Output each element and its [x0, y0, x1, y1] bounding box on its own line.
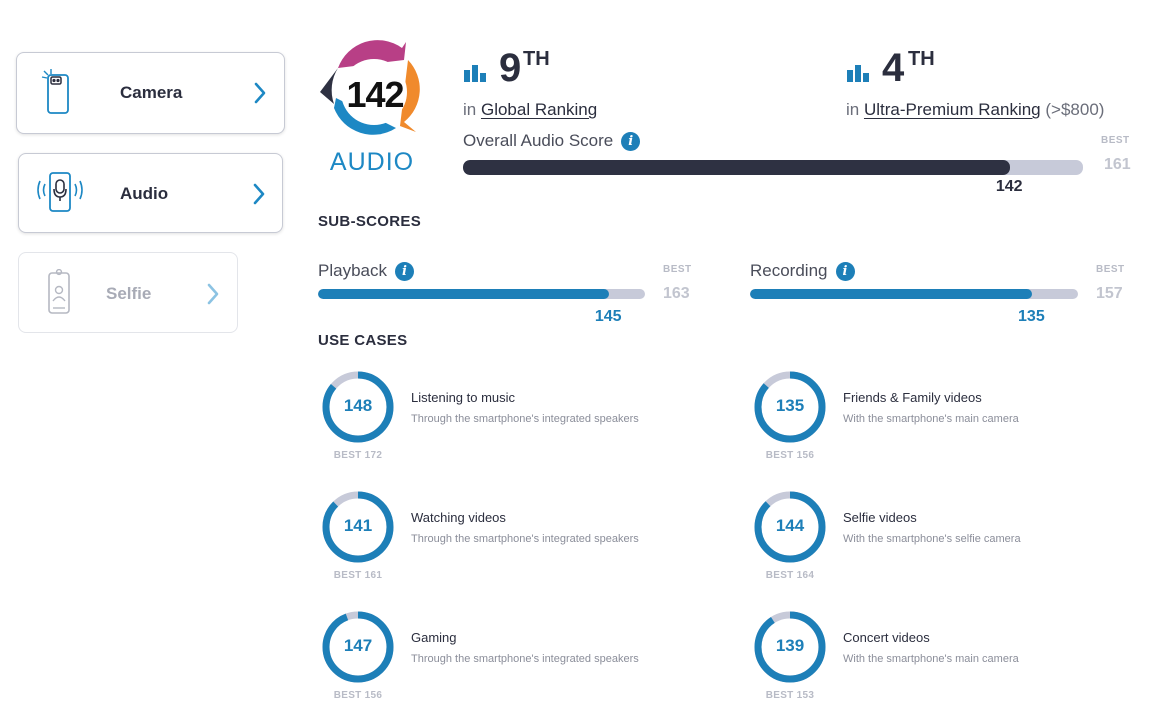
global-ranking: 9 TH in Global Ranking — [463, 46, 763, 126]
playback-label: Playback i — [318, 261, 414, 281]
use-case-subtitle: Through the smartphone's integrated spea… — [411, 413, 639, 425]
use-case-item: 139 BEST 153 Concert videos With the smartp… — [753, 610, 1133, 710]
chevron-right-icon — [253, 82, 267, 109]
use-case-score: 147 — [343, 636, 373, 655]
overall-score-value: 142 — [995, 178, 1023, 195]
use-case-title: Selfie videos — [843, 510, 917, 525]
playback-best-label: BEST — [663, 264, 692, 275]
score-ring — [754, 491, 826, 563]
use-case-item: 141 BEST 161 Watching videos Through the sm… — [321, 490, 701, 590]
use-case-title: Gaming — [411, 630, 457, 645]
segment-rank-line: in Ultra-Premium Ranking (>$800) — [846, 100, 1104, 120]
use-case-score: 139 — [775, 636, 805, 655]
segment-rank-suffix: TH — [908, 48, 935, 70]
use-case-title: Concert videos — [843, 630, 930, 645]
score-ring — [754, 611, 826, 683]
score-ring-fill — [754, 611, 826, 683]
use-case-title: Friends & Family videos — [843, 390, 982, 405]
use-case-item: 144 BEST 164 Selfie videos With the smartph… — [753, 490, 1133, 590]
info-icon[interactable]: i — [394, 261, 414, 281]
use-case-score: 141 — [343, 516, 373, 535]
use-case-best: BEST 156 — [333, 690, 383, 701]
score-ring — [322, 491, 394, 563]
score-ring — [754, 371, 826, 443]
phone-camera-icon — [41, 69, 85, 122]
recording-score-value: 135 — [1018, 308, 1045, 325]
recording-score-bar — [750, 289, 1078, 299]
overall-best-value: 161 — [1104, 156, 1131, 173]
subscores-title: SUB-SCORES — [318, 213, 422, 230]
overall-score-label: Overall Audio Score i — [463, 131, 641, 151]
use-case-item: 147 BEST 156 Gaming Through the smartphone'… — [321, 610, 701, 710]
use-case-title: Listening to music — [411, 390, 516, 405]
use-cases-title: USE CASES — [318, 332, 408, 349]
bar-chart-icon — [846, 62, 872, 87]
tab-camera[interactable]: Camera — [16, 52, 285, 134]
use-case-subtitle: With the smartphone's main camera — [843, 653, 1019, 665]
phone-selfie-icon — [45, 268, 75, 322]
price-range-note: (>$800) — [1045, 100, 1105, 119]
playback-best-value: 163 — [663, 285, 690, 302]
use-case-best: BEST 161 — [333, 570, 383, 581]
chevron-right-icon — [252, 183, 266, 210]
overall-best-label: BEST — [1101, 135, 1130, 146]
audio-badge-logo — [320, 40, 420, 135]
rank-prefix: in — [463, 100, 477, 119]
global-rank-suffix: TH — [523, 48, 550, 70]
recording-best-label: BEST — [1096, 264, 1125, 275]
playback-score-fill — [318, 289, 609, 299]
score-ring-fill — [754, 371, 826, 443]
global-ranking-link[interactable]: Global Ranking — [480, 100, 598, 119]
chevron-right-icon — [206, 283, 220, 310]
recording-score-fill — [750, 289, 1033, 299]
tab-selfie[interactable]: Selfie — [18, 252, 238, 333]
use-case-score: 135 — [775, 396, 805, 415]
ultra-premium-ranking-link[interactable]: Ultra-Premium Ranking — [863, 100, 1041, 119]
use-case-item: 135 BEST 156 Friends & Family videos With t… — [753, 370, 1133, 470]
segment-ranking: 4 TH in Ultra-Premium Ranking (>$800) — [846, 46, 1146, 126]
global-rank-number: 9 — [499, 46, 522, 90]
score-ring-fill — [754, 491, 826, 563]
score-ring-fill — [322, 611, 394, 683]
badge-score: 142 — [346, 74, 404, 115]
use-case-item: 148 BEST 172 Listening to music Through the… — [321, 370, 701, 470]
info-icon[interactable]: i — [835, 261, 855, 281]
overall-score-text: Overall Audio Score — [463, 131, 614, 150]
tab-audio-label: Audio — [120, 184, 169, 203]
use-case-subtitle: Through the smartphone's integrated spea… — [411, 653, 639, 665]
use-case-score: 144 — [775, 516, 805, 535]
score-ring-fill — [322, 371, 394, 443]
global-rank-line: in Global Ranking — [463, 100, 597, 120]
use-case-best: BEST 164 — [765, 570, 815, 581]
use-case-score: 148 — [343, 396, 373, 415]
overall-score-fill — [463, 160, 1010, 175]
overall-score-bar — [463, 160, 1083, 175]
tab-camera-label: Camera — [120, 83, 183, 102]
recording-best-value: 157 — [1096, 285, 1123, 302]
score-ring-fill — [322, 491, 394, 563]
score-ring — [322, 611, 394, 683]
tab-selfie-label: Selfie — [106, 284, 152, 303]
badge-category-label: AUDIO — [329, 148, 415, 176]
segment-rank-number: 4 — [882, 46, 905, 90]
bar-chart-icon — [463, 62, 489, 87]
use-case-subtitle: Through the smartphone's integrated spea… — [411, 533, 639, 545]
use-case-best: BEST 172 — [333, 450, 383, 461]
recording-label: Recording i — [750, 261, 855, 281]
tab-audio[interactable]: Audio — [18, 153, 283, 233]
audio-score-badge: 142 — [316, 40, 428, 140]
phone-microphone-icon — [35, 170, 85, 219]
playback-score-value: 145 — [594, 308, 622, 325]
use-case-title: Watching videos — [411, 510, 506, 525]
use-case-best: BEST 153 — [765, 690, 815, 701]
score-ring — [322, 371, 394, 443]
use-case-best: BEST 156 — [765, 450, 815, 461]
use-case-subtitle: With the smartphone's selfie camera — [843, 533, 1021, 545]
playback-score-bar — [318, 289, 645, 299]
playback-label-text: Playback — [318, 261, 387, 280]
rank-prefix: in — [846, 100, 860, 119]
recording-label-text: Recording — [750, 261, 828, 280]
use-case-subtitle: With the smartphone's main camera — [843, 413, 1019, 425]
info-icon[interactable]: i — [621, 131, 641, 151]
